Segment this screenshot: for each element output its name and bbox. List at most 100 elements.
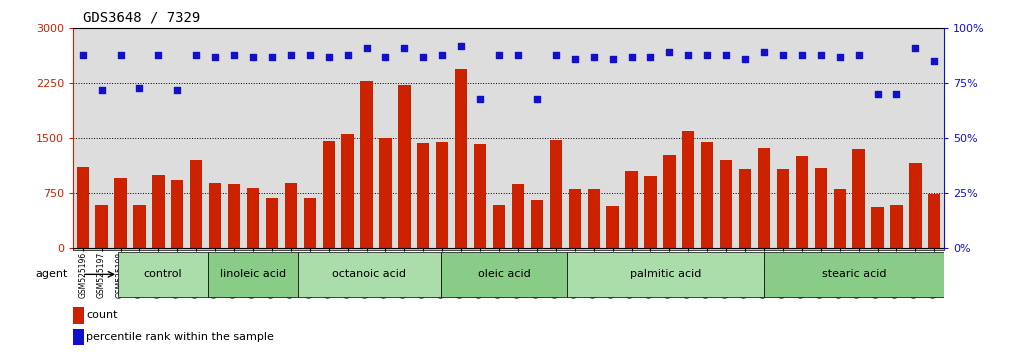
Point bbox=[151, 52, 167, 57]
Bar bbox=[399, 85, 411, 248]
Bar bbox=[379, 138, 392, 248]
Bar bbox=[588, 189, 600, 248]
Bar bbox=[765, 252, 944, 297]
Bar bbox=[265, 198, 278, 248]
Bar bbox=[441, 252, 566, 297]
Bar bbox=[909, 163, 921, 248]
Bar bbox=[739, 169, 752, 248]
Point bbox=[661, 50, 677, 55]
Point bbox=[453, 43, 469, 49]
Point bbox=[604, 56, 620, 62]
Bar bbox=[890, 205, 903, 248]
Bar bbox=[795, 156, 807, 248]
Bar bbox=[531, 200, 543, 248]
Point bbox=[510, 52, 526, 57]
Text: agent: agent bbox=[36, 269, 68, 279]
Bar bbox=[474, 144, 486, 248]
Bar bbox=[207, 252, 298, 297]
Bar bbox=[228, 184, 240, 248]
Point bbox=[586, 54, 602, 60]
Point bbox=[907, 45, 923, 51]
Bar bbox=[298, 252, 441, 297]
Bar bbox=[190, 160, 202, 248]
Bar bbox=[682, 131, 695, 248]
Bar bbox=[153, 175, 165, 248]
Point bbox=[775, 52, 791, 57]
Bar bbox=[417, 143, 429, 248]
Point bbox=[415, 54, 431, 60]
Text: linoleic acid: linoleic acid bbox=[220, 269, 286, 279]
Bar bbox=[118, 252, 207, 297]
Bar bbox=[210, 183, 222, 248]
Bar bbox=[114, 178, 127, 248]
Point bbox=[870, 91, 886, 97]
Bar bbox=[758, 148, 770, 248]
Point bbox=[434, 52, 451, 57]
Point bbox=[377, 54, 394, 60]
Bar bbox=[322, 141, 335, 248]
Point bbox=[302, 52, 318, 57]
Text: control: control bbox=[143, 269, 182, 279]
Point bbox=[94, 87, 110, 93]
Text: percentile rank within the sample: percentile rank within the sample bbox=[86, 332, 275, 342]
Point bbox=[832, 54, 848, 60]
Bar bbox=[304, 198, 316, 248]
Point bbox=[888, 91, 904, 97]
Text: octanoic acid: octanoic acid bbox=[333, 269, 407, 279]
Bar bbox=[133, 205, 145, 248]
Point bbox=[263, 54, 280, 60]
Bar bbox=[645, 176, 657, 248]
Bar bbox=[512, 184, 524, 248]
Bar bbox=[76, 167, 88, 248]
Bar bbox=[815, 168, 827, 248]
Bar bbox=[73, 307, 84, 324]
Point bbox=[680, 52, 697, 57]
Bar bbox=[701, 142, 713, 248]
Point bbox=[188, 52, 204, 57]
Point bbox=[813, 52, 829, 57]
Text: stearic acid: stearic acid bbox=[822, 269, 886, 279]
Point bbox=[472, 96, 488, 101]
Bar bbox=[549, 140, 562, 248]
Point bbox=[718, 52, 734, 57]
Bar bbox=[663, 155, 675, 248]
Bar bbox=[566, 252, 765, 297]
Bar bbox=[171, 181, 183, 248]
Bar bbox=[852, 149, 864, 248]
Bar bbox=[285, 183, 297, 248]
Point bbox=[623, 54, 640, 60]
Bar bbox=[929, 194, 941, 248]
Bar bbox=[455, 69, 468, 248]
Point bbox=[245, 54, 261, 60]
Bar bbox=[777, 169, 789, 248]
Point bbox=[643, 54, 659, 60]
Point bbox=[113, 52, 129, 57]
Bar bbox=[436, 142, 448, 248]
Point bbox=[283, 52, 299, 57]
Text: GDS3648 / 7329: GDS3648 / 7329 bbox=[83, 11, 200, 25]
Point bbox=[169, 87, 185, 93]
Text: oleic acid: oleic acid bbox=[478, 269, 531, 279]
Bar bbox=[360, 81, 372, 248]
Point bbox=[491, 52, 507, 57]
Bar bbox=[73, 329, 84, 345]
Point bbox=[320, 54, 337, 60]
Bar bbox=[493, 205, 505, 248]
Point bbox=[548, 52, 564, 57]
Point bbox=[226, 52, 242, 57]
Point bbox=[756, 50, 772, 55]
Bar bbox=[872, 207, 884, 248]
Bar bbox=[834, 189, 846, 248]
Point bbox=[131, 85, 147, 90]
Point bbox=[793, 52, 810, 57]
Point bbox=[566, 56, 583, 62]
Point bbox=[340, 52, 356, 57]
Point bbox=[358, 45, 374, 51]
Bar bbox=[569, 189, 581, 248]
Point bbox=[699, 52, 715, 57]
Point bbox=[397, 45, 413, 51]
Bar bbox=[247, 188, 259, 248]
Bar bbox=[342, 135, 354, 248]
Point bbox=[926, 58, 943, 64]
Point bbox=[529, 96, 545, 101]
